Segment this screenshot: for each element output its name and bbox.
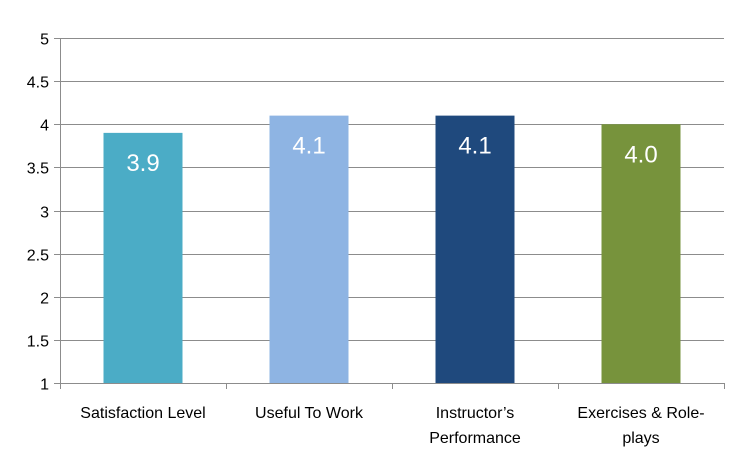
y-tick-label: 4.5: [27, 75, 49, 92]
x-category-label: Exercises & Role-: [577, 405, 704, 422]
bar: [435, 115, 515, 383]
y-tick-label: 1: [40, 377, 49, 394]
y-tick-label: 4: [40, 118, 49, 135]
y-tick-label: 3: [40, 205, 49, 222]
y-tick-label: 2.5: [27, 248, 49, 265]
bar-value-label: 4.0: [624, 141, 657, 168]
bar: [103, 132, 183, 383]
x-category-label: Useful To Work: [255, 405, 364, 422]
bar-value-label: 4.1: [458, 133, 491, 160]
x-category-label: plays: [622, 430, 659, 447]
bar: [601, 124, 681, 383]
y-tick-label: 1.5: [27, 334, 49, 351]
bar-value-label: 3.9: [126, 150, 159, 177]
y-tick-label: 2: [40, 291, 49, 308]
y-tick-label: 3.5: [27, 161, 49, 178]
x-category-label: Performance: [429, 430, 521, 447]
bar-value-label: 4.1: [292, 133, 325, 160]
x-category-label: Satisfaction Level: [80, 405, 205, 422]
bar: [269, 115, 349, 383]
y-tick-label: 5: [40, 32, 49, 49]
x-category-label: Instructor’s: [436, 405, 515, 422]
